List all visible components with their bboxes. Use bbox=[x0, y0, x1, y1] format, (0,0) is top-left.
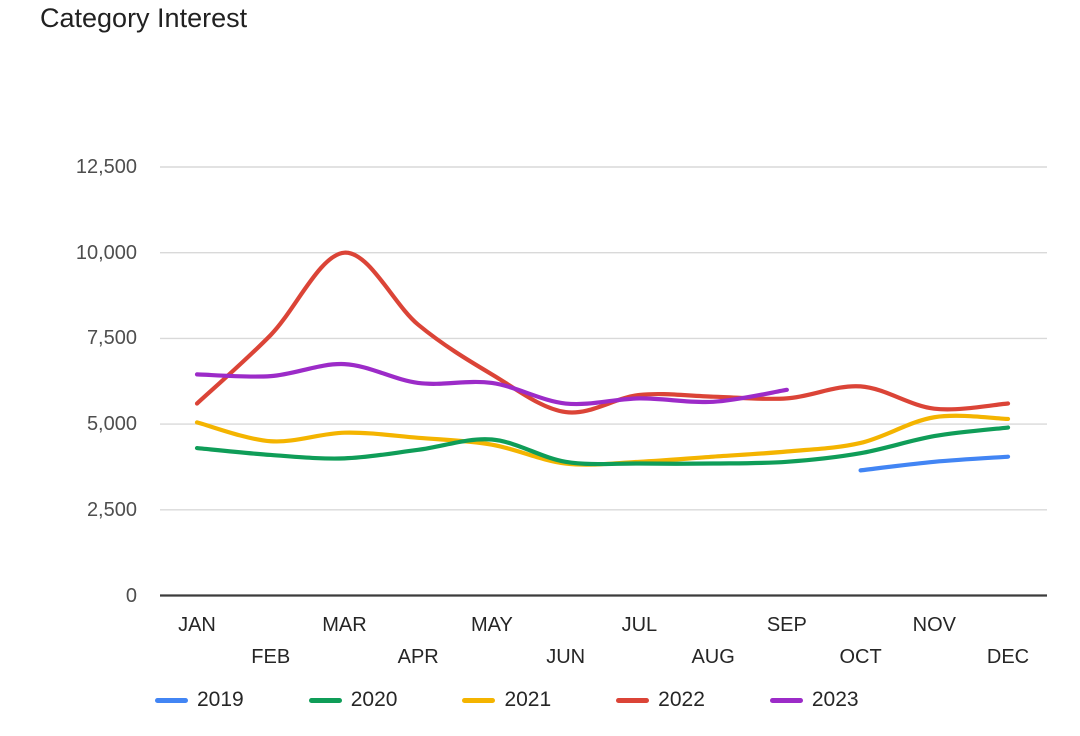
legend-label: 2020 bbox=[350, 688, 398, 711]
legend-line-swatch bbox=[769, 697, 803, 703]
x-tick-label-aug: AUG bbox=[691, 646, 735, 668]
x-tick-label-jul: JUL bbox=[621, 614, 658, 636]
legend-item-2019[interactable]: 2019 bbox=[155, 687, 244, 713]
x-tick-label-mar: MAR bbox=[322, 614, 367, 636]
series-line-2022 bbox=[194, 250, 1011, 415]
x-tick-label-may: MAY bbox=[470, 614, 513, 636]
x-tick-label-oct: OCT bbox=[839, 646, 882, 668]
legend-item-2021[interactable]: 2021 bbox=[462, 687, 551, 713]
legend-item-2020[interactable]: 2020 bbox=[308, 687, 398, 713]
x-tick-label-nov: NOV bbox=[912, 614, 956, 636]
legend-item-2023[interactable]: 2023 bbox=[769, 687, 859, 713]
legend-line-swatch bbox=[462, 697, 496, 703]
x-tick-label-feb: FEB bbox=[251, 646, 291, 668]
y-tick-label: 5,000 bbox=[86, 413, 137, 436]
y-tick-label: 7,500 bbox=[86, 327, 137, 350]
legend-line-swatch bbox=[155, 697, 188, 703]
x-tick-label-jan: JAN bbox=[178, 614, 216, 636]
series-line-2019 bbox=[858, 454, 1011, 473]
chart-title: Category Interest bbox=[40, 3, 248, 33]
y-tick-label: 12,500 bbox=[75, 156, 137, 178]
legend-label: 2023 bbox=[811, 688, 859, 711]
x-tick-label-sep: SEP bbox=[766, 614, 807, 636]
y-tick-label: 2,500 bbox=[86, 498, 137, 521]
legend-label: 2022 bbox=[658, 688, 705, 711]
y-tick-label: 10,000 bbox=[75, 241, 137, 264]
x-tick-label-apr: APR bbox=[397, 646, 439, 668]
x-tick-label-jun: JUN bbox=[546, 646, 586, 668]
legend-label: 2021 bbox=[504, 688, 552, 711]
legend-item-2022[interactable]: 2022 bbox=[616, 687, 705, 713]
legend-label: 2019 bbox=[197, 688, 244, 711]
y-tick-label: 0 bbox=[125, 584, 137, 607]
legend-line-swatch bbox=[616, 697, 650, 703]
x-tick-label-dec: DEC bbox=[986, 646, 1030, 668]
legend-line-swatch bbox=[308, 697, 342, 703]
series-line-2023 bbox=[194, 362, 789, 407]
series-line-2020 bbox=[194, 425, 1011, 467]
legend: 2019 2020 2021 2022 2023 bbox=[155, 687, 859, 713]
